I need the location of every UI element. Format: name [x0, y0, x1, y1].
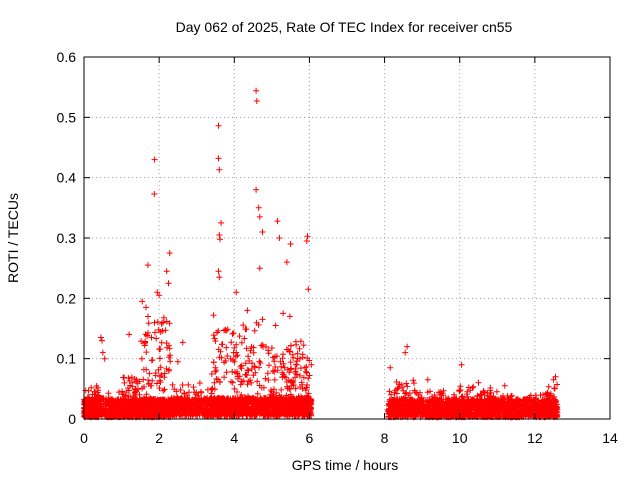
y-tick-label: 0.1	[57, 351, 77, 367]
y-axis-ticks: 0 0.1 0.2 0.3 0.4 0.5 0.6	[57, 49, 610, 427]
y-tick-label: 0.5	[57, 109, 77, 125]
grid-lines	[84, 57, 610, 419]
y-tick-label: 0.3	[57, 230, 77, 246]
x-tick-label: 0	[80, 430, 88, 446]
y-tick-label: 0.2	[57, 290, 77, 306]
x-axis-label: GPS time / hours	[292, 457, 399, 473]
chart-title: Day 062 of 2025, Rate Of TEC Index for r…	[176, 19, 513, 35]
y-axis-label: ROTI / TECUs	[5, 193, 21, 283]
roti-markers	[81, 87, 561, 421]
y-tick-label: 0	[68, 411, 76, 427]
y-tick-label: 0.6	[57, 49, 77, 65]
y-tick-label: 0.4	[57, 170, 77, 186]
x-tick-label: 8	[381, 430, 389, 446]
x-tick-label: 14	[602, 430, 618, 446]
x-tick-label: 10	[452, 430, 468, 446]
data-points	[81, 87, 561, 421]
x-tick-label: 2	[155, 430, 163, 446]
x-axis-ticks: 0 2 4 6 8 10 12 14	[80, 57, 618, 446]
x-tick-label: 12	[527, 430, 543, 446]
x-tick-label: 6	[306, 430, 314, 446]
x-tick-label: 4	[230, 430, 238, 446]
plot-frame	[83, 56, 611, 420]
